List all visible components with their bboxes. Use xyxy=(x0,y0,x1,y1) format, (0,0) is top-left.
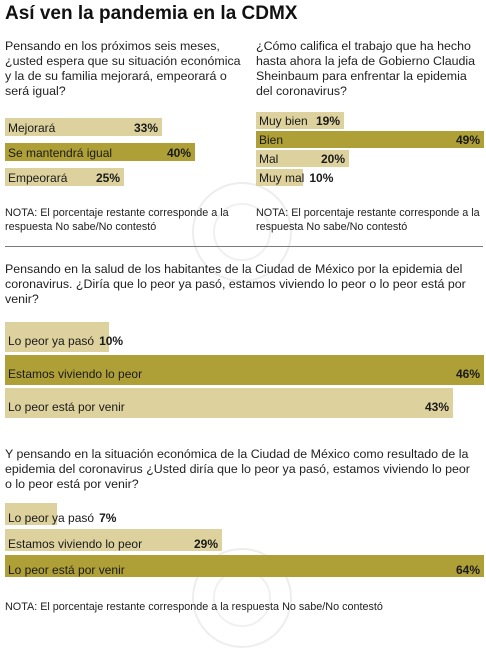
chart2-label-muy-mal: Muy mal xyxy=(259,171,305,185)
section-divider xyxy=(5,246,483,247)
chart4-bar-lo-peor-esta-por-venir xyxy=(5,555,484,577)
note-1: NOTA: El porcentaje restante corresponde… xyxy=(5,207,229,233)
chart3-label-estamos-viviendo-lo-peor: Estamos viviendo lo peor xyxy=(8,367,143,381)
chart4-bar-lo-peor-ya-paso xyxy=(5,503,57,525)
chart4-value-lo-peor-esta-por-venir: 64% xyxy=(455,563,480,577)
chart1-bar-mejorara xyxy=(5,118,162,136)
chart4-bar-estamos-viviendo-lo-peor xyxy=(5,529,222,551)
chart1-value-empeorara: 25% xyxy=(95,171,120,185)
chart4-label-estamos-viviendo-lo-peor: Estamos viviendo lo peor xyxy=(8,537,143,551)
chart2-bar-mal xyxy=(256,150,349,167)
watermark-seal-upper xyxy=(192,182,292,282)
chart2-value-muy-mal: 10% xyxy=(309,171,334,185)
chart1-bar-se-mantendra-igual xyxy=(5,143,195,161)
chart2-label-bien: Bien xyxy=(259,133,284,147)
chart2-label-mal: Mal xyxy=(259,152,279,166)
chart4-value-lo-peor-ya-paso: 7% xyxy=(99,511,117,525)
chart1-value-mejorara: 33% xyxy=(133,121,158,135)
chart4-value-estamos-viviendo-lo-peor: 29% xyxy=(193,537,218,551)
note-2: NOTA: El porcentaje restante corresponde… xyxy=(256,207,480,233)
chart3-bar-lo-peor-ya-paso xyxy=(5,322,109,352)
chart3-value-estamos-viviendo-lo-peor: 46% xyxy=(455,367,480,381)
question-2: ¿Cómo califica el trabajo que ha hecho h… xyxy=(256,39,476,98)
chart4-label-lo-peor-esta-por-venir: Lo peor está por venir xyxy=(8,563,125,577)
chart2-label-muy-bien: Muy bien xyxy=(259,114,308,128)
question-1: Pensando en los próximos seis meses, ¿us… xyxy=(5,39,241,98)
chart3-bar-lo-peor-esta-por-venir xyxy=(5,388,453,418)
chart3-value-lo-peor-ya-paso: 10% xyxy=(99,334,124,348)
chart1-label-se-mantendra-igual: Se mantendrá igual xyxy=(8,146,113,160)
chart1-label-mejorara: Mejorará xyxy=(8,121,56,135)
chart4-label-lo-peor-ya-paso: Lo peor ya pasó xyxy=(8,511,95,525)
chart3-label-lo-peor-ya-paso: Lo peor ya pasó xyxy=(8,334,95,348)
chart2-bar-muy-mal xyxy=(256,169,303,186)
chart2-value-bien: 49% xyxy=(455,133,480,147)
chart1-bar-empeorara xyxy=(5,168,124,186)
question-3: Pensando en la salud de los habitantes d… xyxy=(5,262,466,306)
chart2-bar-muy-bien xyxy=(256,112,344,129)
chart2-bar-bien xyxy=(256,131,484,148)
chart2-value-muy-bien: 19% xyxy=(315,114,340,128)
chart3-value-lo-peor-esta-por-venir: 43% xyxy=(424,400,449,414)
chart3-label-lo-peor-esta-por-venir: Lo peor está por venir xyxy=(8,400,125,414)
page-title: Así ven la pandemia en la CDMX xyxy=(5,3,298,24)
chart1-label-empeorara: Empeorará xyxy=(8,171,68,185)
chart2-value-mal: 20% xyxy=(320,152,345,166)
question-4: Y pensando en la situación económica de … xyxy=(5,447,470,491)
note-4: NOTA: El porcentaje restante corresponde… xyxy=(5,601,383,613)
chart3-bar-estamos-viviendo-lo-peor xyxy=(5,355,484,385)
chart1-value-se-mantendra-igual: 40% xyxy=(166,146,191,160)
